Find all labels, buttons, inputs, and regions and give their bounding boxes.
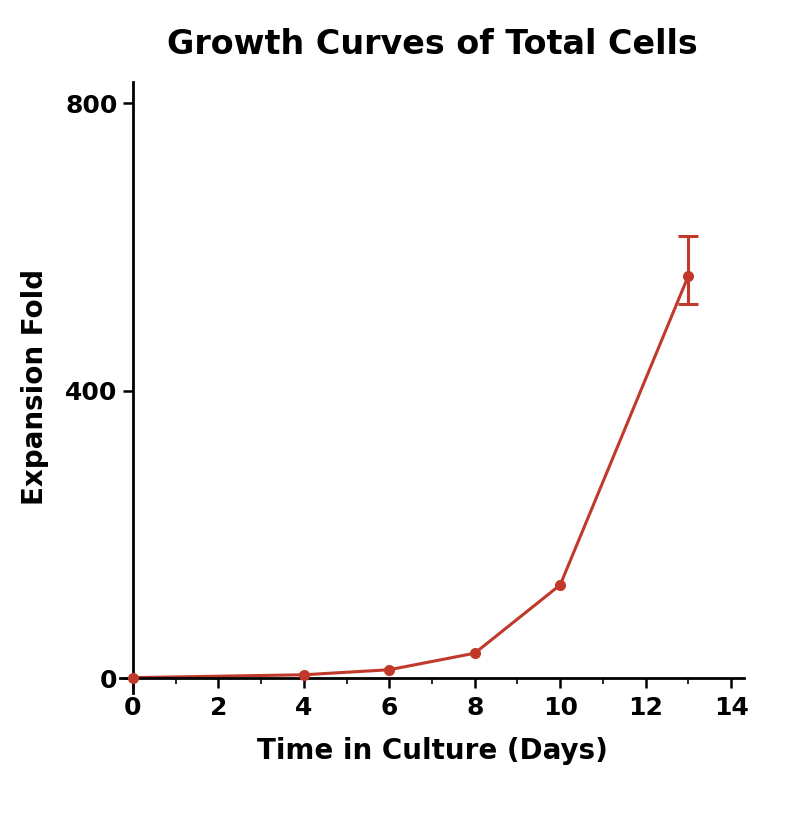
Title: Growth Curves of Total Cells: Growth Curves of Total Cells	[166, 28, 698, 61]
X-axis label: Time in Culture (Days): Time in Culture (Days)	[257, 737, 607, 765]
Y-axis label: Expansion Fold: Expansion Fold	[21, 269, 49, 505]
